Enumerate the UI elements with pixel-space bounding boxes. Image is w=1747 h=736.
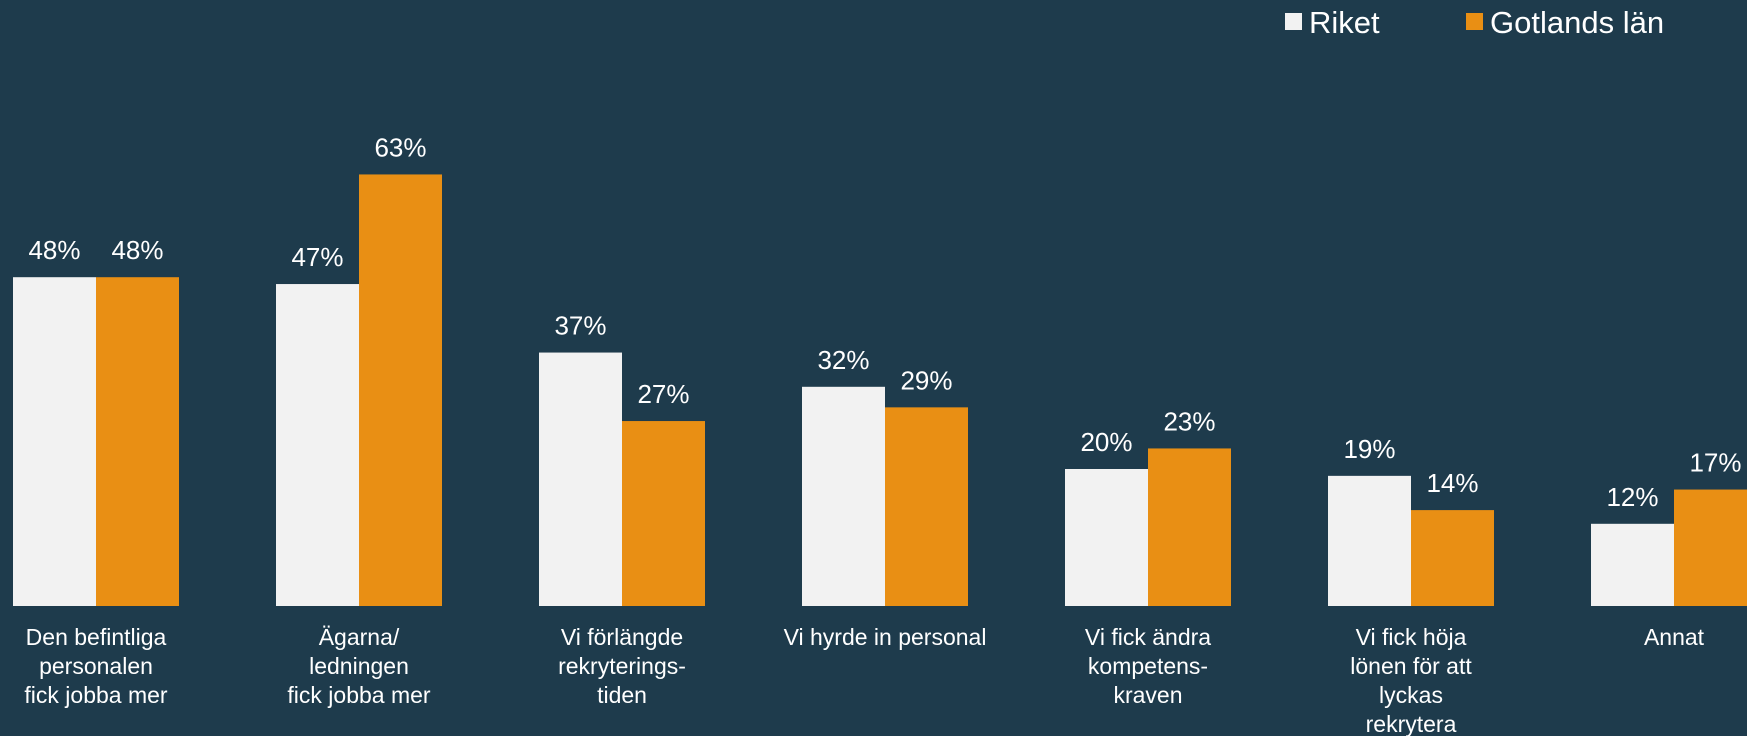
category-label-line: Den befintliga: [26, 624, 167, 650]
category-label-line: rekryterings-: [558, 653, 686, 679]
legend-swatch-gotlands-lan: [1466, 13, 1483, 30]
bar-gotlands-lan-6: [1674, 489, 1747, 606]
legend-label-riket: Riket: [1309, 5, 1380, 40]
bar-gotlands-lan-2: [622, 421, 705, 606]
legend-label-gotlands-lan: Gotlands län: [1490, 5, 1664, 40]
category-label-1: Ägarna/ledningen fick jobba mer: [287, 624, 431, 708]
value-label-gotlands-lan-1: 63%: [374, 132, 426, 162]
category-label-3: Vi hyrde in personal: [784, 624, 987, 650]
value-label-riket-0: 48%: [28, 235, 80, 265]
value-label-gotlands-lan-5: 14%: [1426, 468, 1478, 498]
bar-riket-0: [13, 277, 96, 606]
category-label-line: rekrytera: [1366, 711, 1457, 736]
value-label-riket-5: 19%: [1343, 434, 1395, 464]
value-label-riket-1: 47%: [291, 242, 343, 272]
value-label-riket-2: 37%: [554, 311, 606, 341]
legend: Riket Gotlands län: [1285, 5, 1664, 40]
category-label-line: lyckas: [1379, 682, 1443, 708]
category-label-4: Vi fick ändra kompetens-kraven: [1085, 624, 1211, 708]
value-label-riket-3: 32%: [817, 345, 869, 375]
bar-gotlands-lan-1: [359, 174, 442, 606]
value-label-gotlands-lan-2: 27%: [637, 379, 689, 409]
category-labels-group: Den befintliga personalen fick jobba merÄg…: [24, 624, 1704, 736]
bar-riket-5: [1328, 475, 1411, 606]
bar-riket-2: [539, 352, 622, 606]
category-label-line: fick jobba mer: [287, 682, 431, 708]
category-label-6: Annat: [1644, 624, 1705, 650]
value-label-gotlands-lan-3: 29%: [900, 365, 952, 395]
bar-riket-4: [1065, 469, 1148, 606]
value-label-gotlands-lan-0: 48%: [111, 235, 163, 265]
bar-riket-3: [802, 386, 885, 606]
category-label-line: Annat: [1644, 624, 1705, 650]
category-label-line: Vi hyrde in personal: [784, 624, 987, 650]
value-label-riket-4: 20%: [1080, 427, 1132, 457]
category-label-line: Vi fick höja: [1356, 624, 1467, 650]
category-label-line: Ägarna/: [319, 624, 400, 650]
category-label-line: Vi fick ändra: [1085, 624, 1211, 650]
category-label-line: ledningen: [309, 653, 409, 679]
value-label-gotlands-lan-6: 17%: [1689, 448, 1741, 478]
category-label-line: Vi förlängde: [561, 624, 683, 650]
value-labels-group: 48% 48% 47% 63% 37% 27% 32% 29% 20% 23% 19% 14% 12% 1…: [28, 132, 1741, 511]
legend-swatch-riket: [1285, 13, 1302, 30]
category-label-line: lönen för att: [1350, 653, 1472, 679]
value-label-riket-6: 12%: [1606, 482, 1658, 512]
category-label-line: kompetens-: [1088, 653, 1208, 679]
bar-gotlands-lan-3: [885, 407, 968, 606]
category-label-line: tiden: [597, 682, 647, 708]
category-label-5: Vi fick höja lönen för att lyckas rekrytera: [1350, 624, 1472, 736]
bar-gotlands-lan-4: [1148, 448, 1231, 606]
value-label-gotlands-lan-4: 23%: [1163, 406, 1215, 436]
category-label-line: kraven: [1113, 682, 1182, 708]
category-label-2: Vi förlängde rekryterings-tiden: [558, 624, 686, 708]
bar-riket-1: [276, 284, 359, 606]
category-label-0: Den befintliga personalen fick jobba mer: [24, 624, 168, 708]
bar-gotlands-lan-0: [96, 277, 179, 606]
bars-group: [13, 174, 1747, 606]
bar-gotlands-lan-5: [1411, 510, 1494, 606]
category-label-line: personalen: [39, 653, 153, 679]
category-label-line: fick jobba mer: [24, 682, 168, 708]
bar-riket-6: [1591, 523, 1674, 606]
